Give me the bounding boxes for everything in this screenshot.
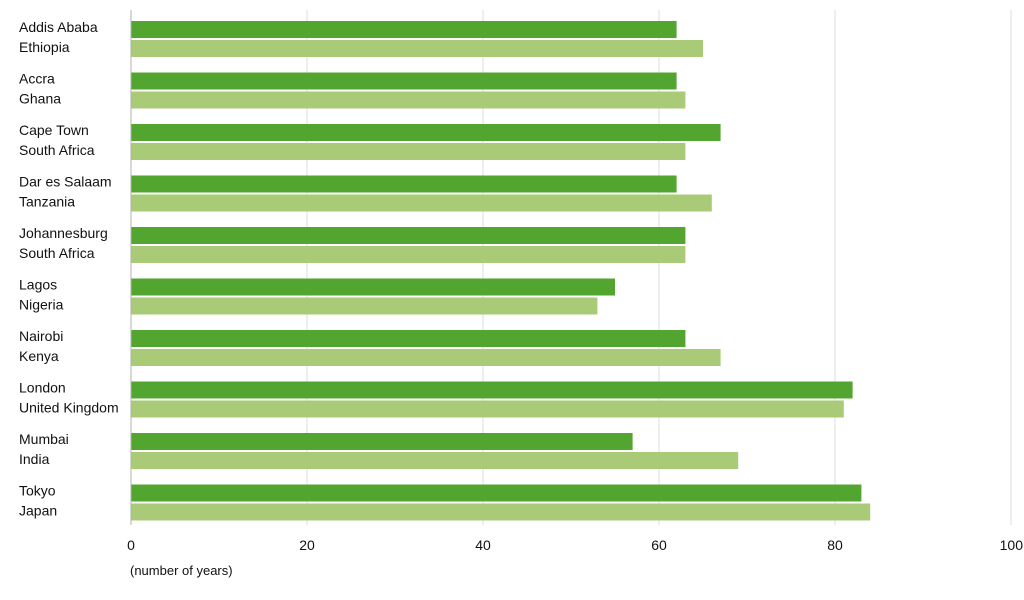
bar-0-series-1 bbox=[131, 40, 703, 57]
category-label-city: Addis Ababa bbox=[19, 19, 98, 35]
bar-1-series-1 bbox=[131, 91, 686, 109]
bar-0-series-0 bbox=[131, 21, 677, 38]
bars bbox=[131, 21, 871, 521]
bar-5-series-0 bbox=[131, 278, 615, 296]
bar-2-series-0 bbox=[131, 124, 721, 141]
category-label-city: Cape Town bbox=[19, 122, 89, 138]
bar-9-series-1 bbox=[131, 503, 871, 521]
category-label-country: Ethiopia bbox=[19, 39, 70, 55]
bar-8-series-0 bbox=[131, 433, 633, 450]
x-axis-label: (number of years) bbox=[130, 563, 233, 578]
bar-8-series-1 bbox=[131, 452, 739, 469]
category-label-country: Ghana bbox=[19, 91, 61, 107]
category-label-city: Mumbai bbox=[19, 431, 69, 447]
category-label-city: London bbox=[19, 380, 66, 396]
bar-5-series-1 bbox=[131, 297, 598, 315]
category-label-city: Dar es Salaam bbox=[19, 174, 112, 190]
category-label-country: South Africa bbox=[19, 245, 95, 261]
category-label-country: Tanzania bbox=[19, 194, 75, 210]
category-labels: Addis Ababa Ethiopia Accra Ghana Cape Town So… bbox=[19, 19, 119, 519]
x-tick-label-40: 40 bbox=[475, 537, 491, 553]
category-label-country: Nigeria bbox=[19, 297, 64, 313]
bar-6-series-0 bbox=[131, 330, 686, 347]
bar-7-series-1 bbox=[131, 400, 844, 418]
x-tick-label-100: 100 bbox=[1000, 537, 1024, 553]
x-tick-label-20: 20 bbox=[299, 537, 315, 553]
x-tick-label-60: 60 bbox=[651, 537, 667, 553]
bar-4-series-1 bbox=[131, 246, 686, 263]
category-label-city: Nairobi bbox=[19, 328, 63, 344]
x-tick-label-80: 80 bbox=[827, 537, 843, 553]
bar-3-series-1 bbox=[131, 194, 712, 212]
category-label-city: Johannesburg bbox=[19, 225, 108, 241]
bar-6-series-1 bbox=[131, 349, 721, 366]
bar-2-series-1 bbox=[131, 143, 686, 160]
bar-4-series-0 bbox=[131, 227, 686, 244]
bar-3-series-0 bbox=[131, 175, 677, 193]
category-label-country: Kenya bbox=[19, 348, 59, 364]
bar-9-series-0 bbox=[131, 484, 862, 502]
bar-7-series-0 bbox=[131, 381, 853, 399]
bar-1-series-0 bbox=[131, 72, 677, 90]
category-label-country: South Africa bbox=[19, 142, 95, 158]
category-label-country: United Kingdom bbox=[19, 400, 119, 416]
category-label-country: India bbox=[19, 451, 50, 467]
category-label-city: Lagos bbox=[19, 277, 57, 293]
x-tick-label-0: 0 bbox=[127, 537, 135, 553]
category-label-city: Tokyo bbox=[19, 483, 56, 499]
x-axis-ticks: 0 20 40 60 80 100 bbox=[127, 537, 1023, 553]
category-label-country: Japan bbox=[19, 503, 57, 519]
category-label-city: Accra bbox=[19, 71, 55, 87]
